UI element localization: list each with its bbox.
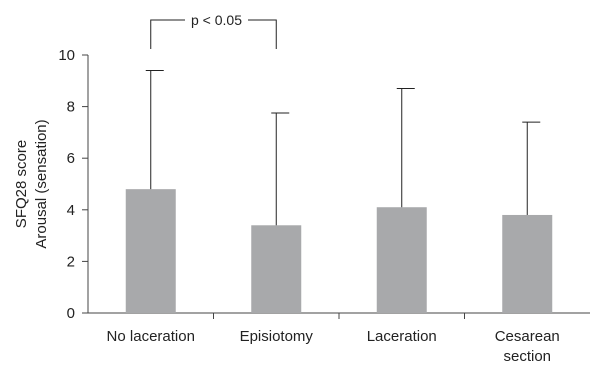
x-tick-label: No laceration [107, 328, 195, 345]
x-tick-label: Laceration [367, 328, 437, 345]
y-axis-title-line: SFQ28 score [13, 140, 30, 228]
y-axis: 0 2 4 6 8 10 [58, 47, 89, 322]
bar [376, 207, 427, 313]
y-tick-label: 0 [67, 305, 75, 322]
significance-annotation: p < 0.05 [150, 12, 277, 49]
y-tick-label: 2 [67, 253, 75, 270]
y-axis-title-line: Arousal (sensation) [33, 119, 50, 248]
significance-bracket-right [248, 19, 277, 49]
y-tick-label: 10 [58, 47, 75, 64]
bar [251, 225, 302, 313]
significance-label: p < 0.05 [191, 12, 242, 28]
bars [125, 189, 553, 313]
y-axis-title: SFQ28 score Arousal (sensation) [13, 119, 50, 248]
y-tick-label: 4 [67, 202, 75, 219]
significance-bracket-left [150, 19, 185, 49]
error-bars [145, 69, 541, 226]
x-tick-label: Episiotomy [240, 328, 314, 345]
bar [502, 214, 553, 313]
y-tick-label: 6 [67, 150, 75, 167]
bar [125, 189, 176, 313]
x-tick-label: Cesarean [495, 328, 560, 345]
y-tick-label: 8 [67, 99, 75, 116]
x-tick-label: section [503, 348, 551, 365]
x-axis: No laceration Episiotomy Laceration Cesarea… [88, 312, 590, 365]
